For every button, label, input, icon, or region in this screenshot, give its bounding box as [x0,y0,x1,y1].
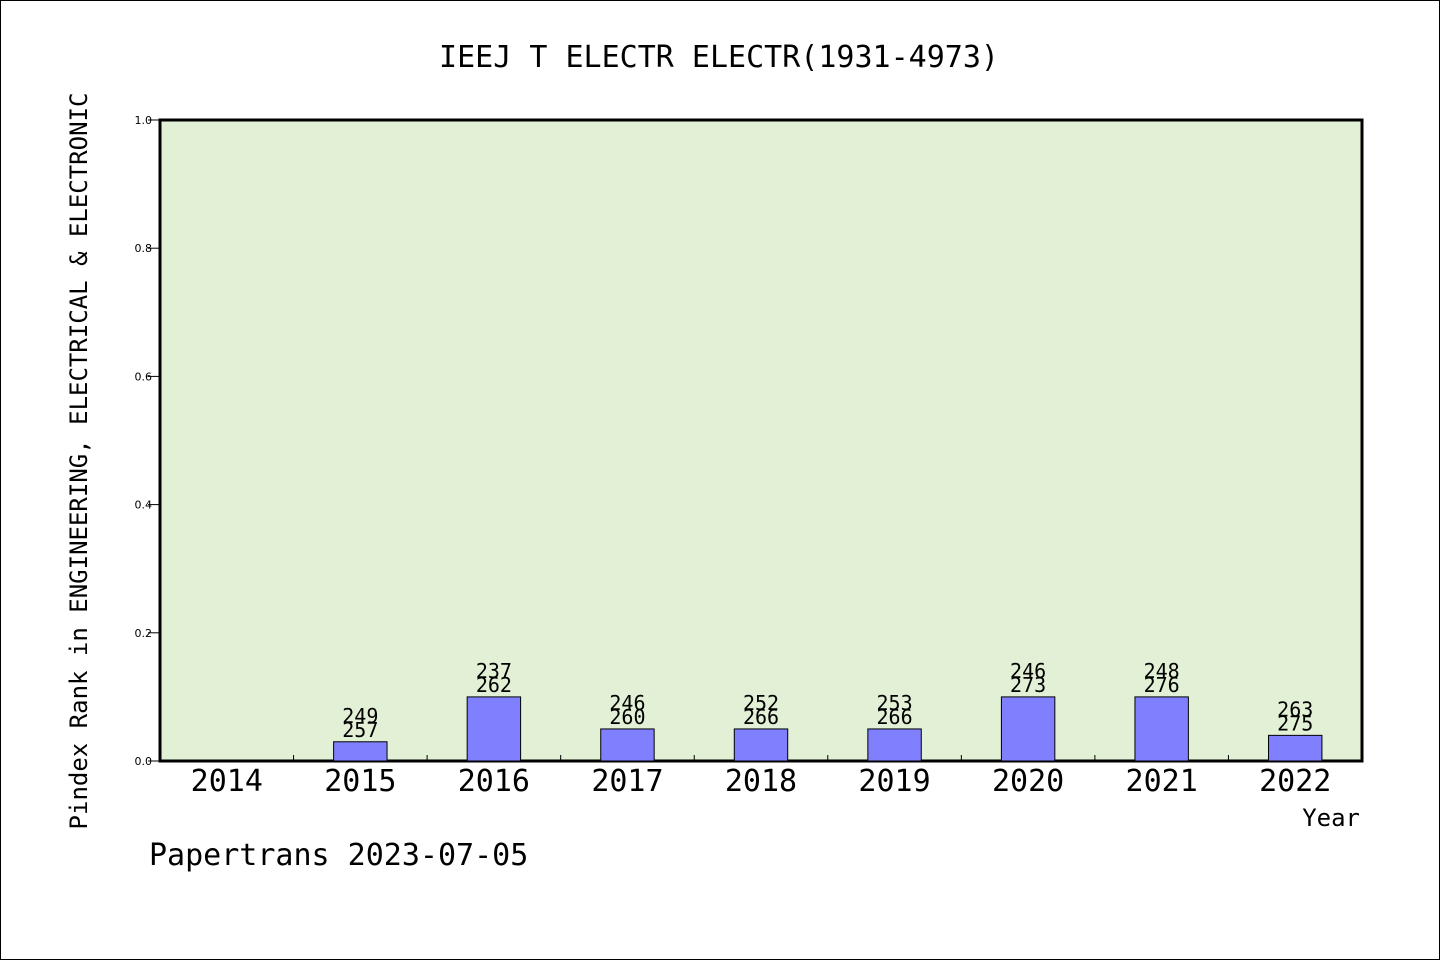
y-axis-ticks: 0.0 0.2 0.4 0.6 0.8 1.0 [135,114,160,768]
bar-label-bottom: 275 [1277,711,1313,735]
bar-label-bottom: 260 [609,705,645,729]
x-axis-label: Year [1302,804,1360,832]
bar-2021 [1134,696,1189,762]
x-tick-label: 2015 [324,764,396,799]
x-tick-label: 2017 [591,764,663,799]
bar-2020 [1000,696,1056,762]
y-tick-label: 0.6 [135,370,153,383]
x-axis-ticks: 2014 2015 2016 2017 2018 2019 2020 2021 2022 [191,755,1331,799]
bar-label-top: 263 [1277,697,1313,721]
bar-label-top: 249 [342,704,378,728]
chart-title: IEEJ T ELECTR ELECTR(1931-4973) [439,40,999,75]
y-tick-label: 0.2 [135,627,153,640]
bar-label-top: 246 [1010,659,1046,683]
y-tick-label: 1.0 [135,114,153,127]
x-tick-label: 2014 [191,764,263,799]
bar-2015 [333,741,388,762]
y-tick-label: 0.0 [135,755,153,768]
bar-label-bottom: 266 [876,705,912,729]
x-tick-label: 2019 [858,764,930,799]
bar-label-top: 248 [1144,659,1180,683]
x-tick-label: 2016 [458,764,530,799]
bar-label-bottom: 262 [476,673,512,697]
y-tick-label: 0.4 [135,499,153,512]
y-tick-label: 0.8 [135,242,153,255]
bar-2022 [1268,734,1323,762]
bar-2018 [733,728,789,762]
bars: 2492572372622462602522662532662462732482… [333,659,1323,762]
bar-label-bottom: 257 [342,718,378,742]
footer-credit: Papertrans 2023-07-05 [149,838,528,873]
x-tick-label: 2018 [725,764,797,799]
bar-label-top: 237 [476,659,512,683]
bar-label-bottom: 266 [743,705,779,729]
x-tick-label: 2021 [1126,764,1198,799]
y-axis-label: Pindex Rank in ENGINEERING, ELECTRICAL &… [65,93,93,830]
bar-label-top: 252 [743,691,779,715]
plot-area [158,118,1364,763]
x-tick-label: 2022 [1259,764,1331,799]
bar-label-top: 246 [609,691,645,715]
bar-label-top: 253 [876,691,912,715]
bar-2016 [466,696,522,762]
bar-label-bottom: 273 [1010,673,1046,697]
bar-2019 [867,728,922,762]
bar-2017 [600,728,655,762]
x-tick-label: 2020 [992,764,1064,799]
bar-label-bottom: 276 [1144,673,1180,697]
